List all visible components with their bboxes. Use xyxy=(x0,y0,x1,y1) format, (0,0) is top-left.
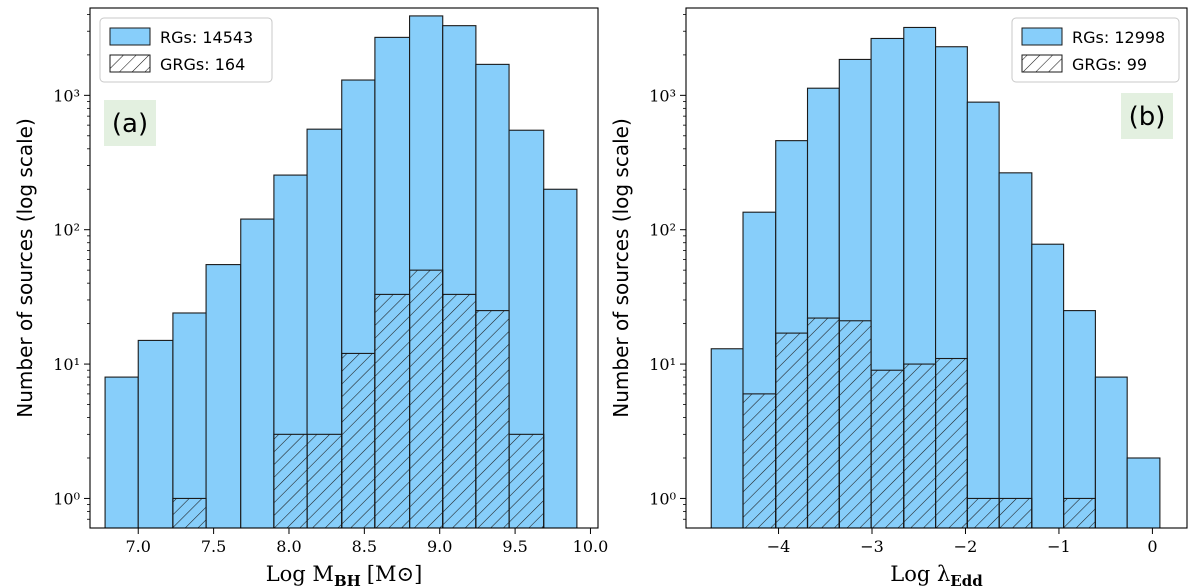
x-tick-label: 8.5 xyxy=(352,537,377,556)
rgs-bar xyxy=(966,101,1000,528)
x-axis-label: Log λEdd xyxy=(890,562,983,588)
x-tick-label: 10.0 xyxy=(573,537,609,556)
plot-area xyxy=(104,15,578,528)
panel-label: (a) xyxy=(112,109,148,139)
grgs-bar xyxy=(475,310,510,528)
plot-area xyxy=(710,26,1161,528)
x-axis-label-sub: Edd xyxy=(950,572,983,588)
x-tick-label: −1 xyxy=(1047,537,1071,556)
axes-frame xyxy=(89,7,599,529)
x-tick-label: −3 xyxy=(860,537,884,556)
legend-label-grgs: GRGs: 164 xyxy=(160,55,245,74)
grgs-bar xyxy=(341,352,376,528)
x-axis-label-sub: BH xyxy=(334,572,361,588)
grgs-bar xyxy=(903,363,937,528)
y-axis-label: Number of sources (log scale) xyxy=(13,118,37,418)
rgs-bar xyxy=(205,264,242,528)
x-tick-label: −2 xyxy=(954,537,978,556)
panel-label-bg xyxy=(1121,93,1173,139)
x-tick-label: 8.0 xyxy=(276,537,301,556)
legend-swatch-grgs xyxy=(109,54,151,73)
grgs-bar xyxy=(998,497,1033,528)
legend-swatch-rgs xyxy=(109,27,151,46)
legend-label-grgs: GRGs: 99 xyxy=(1072,55,1147,74)
y-tick-label: 10³ xyxy=(649,86,676,105)
grgs-bar xyxy=(508,433,545,528)
grgs-bar xyxy=(374,293,411,528)
panel-a: 10⁰ 10¹ 10² 10³ 7.0 7.5 8.0 8.5 9.0 9.5 10.0 Number… xyxy=(13,7,609,588)
x-axis-label-main: Log M xyxy=(266,562,334,586)
grgs-bar xyxy=(742,393,777,528)
y-tick-label: 10² xyxy=(649,221,676,240)
legend-label-rgs: RGs: 14543 xyxy=(160,28,253,47)
y-tick-label: 10⁰ xyxy=(53,489,80,508)
axes-frame xyxy=(685,7,1188,529)
y-tick-label: 10⁰ xyxy=(649,489,676,508)
grgs-bar xyxy=(966,497,1000,528)
panel-label: (b) xyxy=(1129,102,1166,132)
grgs-bar xyxy=(775,332,809,528)
legend-label-rgs: RGs: 12998 xyxy=(1072,28,1165,47)
grgs-bar xyxy=(306,433,343,528)
rgs-bar xyxy=(710,348,744,528)
rgs-bar xyxy=(1094,376,1128,528)
x-tick-label: 9.5 xyxy=(502,537,527,556)
rgs-bar xyxy=(1063,310,1096,528)
y-axis-label: Number of sources (log scale) xyxy=(609,118,633,418)
legend-swatch-grgs xyxy=(1021,54,1063,73)
rgs-bar xyxy=(998,172,1033,528)
legend: RGs: 14543 GRGs: 164 xyxy=(99,17,273,83)
legend-swatch-rgs xyxy=(1021,27,1063,46)
y-tick-label: 10² xyxy=(53,221,80,240)
grgs-bar xyxy=(442,293,477,528)
rgs-bar xyxy=(172,312,207,528)
panel-b: 10⁰ 10¹ 10² 10³ −4 −3 −2 −1 0 Number of sources (… xyxy=(609,7,1188,588)
rgs-bar xyxy=(104,376,139,528)
x-axis-label-unit: [M⊙] xyxy=(367,562,422,586)
legend: RGs: 12998 GRGs: 99 xyxy=(1011,17,1180,83)
grgs-bar xyxy=(1063,497,1096,528)
y-tick-label: 10¹ xyxy=(649,355,676,374)
grgs-bar xyxy=(935,357,968,528)
x-tick-label: −4 xyxy=(767,537,791,556)
rgs-bar xyxy=(137,339,174,528)
rgs-bar xyxy=(1126,457,1161,528)
x-axis-label-main: Log λ xyxy=(890,562,950,586)
grgs-bar xyxy=(409,269,444,528)
rgs-bar xyxy=(1031,243,1065,528)
rgs-bar xyxy=(543,188,578,528)
grgs-bar xyxy=(273,433,308,528)
panel-label-bg xyxy=(104,100,156,146)
x-tick-label: 7.5 xyxy=(201,537,226,556)
y-tick-label: 10³ xyxy=(53,86,80,105)
x-tick-label: 0 xyxy=(1147,537,1157,556)
grgs-bar xyxy=(870,369,905,528)
x-tick-label: 9.0 xyxy=(427,537,452,556)
x-axis-label: Log MBH [M⊙] xyxy=(266,562,423,588)
y-tick-label: 10¹ xyxy=(53,355,80,374)
rgs-bar xyxy=(240,218,275,528)
x-tick-label: 7.0 xyxy=(126,537,151,556)
grgs-bar xyxy=(838,320,872,528)
grgs-bar xyxy=(172,497,207,528)
grgs-bar xyxy=(806,317,840,528)
